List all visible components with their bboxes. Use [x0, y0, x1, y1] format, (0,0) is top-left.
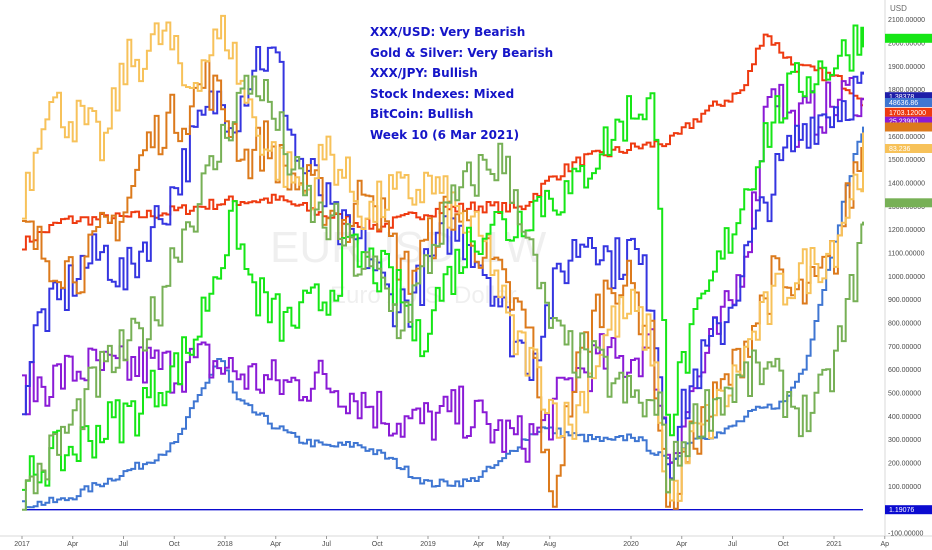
- y-tick-label: 1000.00000: [888, 274, 925, 281]
- last-value-text: 25.23900: [889, 119, 918, 126]
- x-tick-label: Jul: [728, 541, 737, 548]
- x-tick-label: Apr: [67, 541, 79, 548]
- note-gold-silver: Gold & Silver: Very Bearish: [370, 45, 554, 60]
- last-value-text: 1.38378: [889, 94, 914, 101]
- series-line-silver: [22, 77, 864, 464]
- series-line-olive_green: [22, 74, 864, 511]
- y-tick-label: 400.00000: [888, 414, 921, 421]
- x-tick-label: Apr: [676, 541, 688, 548]
- y-tick-label: 1900.00000: [888, 64, 925, 71]
- y-tick-label: 100.00000: [888, 484, 921, 491]
- last-value-text: 83.236: [889, 146, 911, 153]
- x-tick-label: Oct: [778, 541, 789, 548]
- y-tick-label: 200.00000: [888, 461, 921, 468]
- y-tick-label: -100.00000: [888, 531, 924, 538]
- y-tick-label: 600.00000: [888, 367, 921, 374]
- x-tick-label: May: [496, 541, 510, 548]
- last-value-badge: [885, 116, 932, 126]
- x-tick-label: 2021: [826, 541, 842, 548]
- note-xxx-usd: XXX/USD: Very Bearish: [370, 25, 526, 39]
- y-tick-label: 300.00000: [888, 437, 921, 444]
- y-tick-label: 2100.00000: [888, 17, 925, 24]
- note-bitcoin: BitCoin: Bullish: [370, 107, 474, 122]
- series-line-green: [22, 24, 864, 491]
- currency-label: USD: [890, 4, 907, 13]
- last-value-badge: [885, 122, 932, 132]
- last-value-text: 1703.12000: [889, 110, 926, 117]
- last-value-badge: [885, 33, 932, 43]
- price-axis[interactable]: 2100.00000 2000.00000 1900.00000 1800.00000…: [888, 17, 925, 537]
- x-tick-label: Aug: [544, 541, 557, 548]
- x-tick-label: Oct: [372, 541, 383, 548]
- last-value-badge: [885, 505, 932, 515]
- last-value-text: 1.19076: [889, 507, 914, 514]
- analysis-notes: XXX/USD: Very Bearish Gold & Silver: Ver…: [370, 22, 553, 146]
- y-tick-label: 1100.00000: [888, 251, 925, 258]
- note-stock-indexes: Stock Indexes: Mixed: [370, 86, 515, 101]
- x-tick-label: Ap: [880, 541, 889, 548]
- last-value-text: 48636.86: [889, 100, 918, 107]
- last-value-badge: [885, 98, 932, 107]
- x-tick-label: 2019: [420, 541, 436, 548]
- x-tick-label: 2017: [14, 541, 30, 548]
- last-value-badge: [885, 92, 932, 102]
- last-value-badge: [885, 144, 932, 153]
- y-tick-label: 1400.00000: [888, 181, 925, 188]
- x-tick-label: Apr: [270, 541, 282, 548]
- y-tick-label: 800.00000: [888, 321, 921, 328]
- x-tick-label: Oct: [169, 541, 180, 548]
- y-tick-label: 900.00000: [888, 297, 921, 304]
- x-tick-label: Apr: [473, 541, 485, 548]
- series-line-bitcoin: [22, 126, 864, 509]
- note-week: Week 10 (6 Mar 2021): [370, 127, 520, 142]
- last-value-badge: [885, 107, 932, 117]
- series-line-orange: [22, 60, 864, 510]
- x-tick-label: 2020: [623, 541, 639, 548]
- time-axis[interactable]: 2017 Apr Jul Oct 2018 Apr Jul Oct 2019 Apr May Aug 2…: [14, 536, 889, 548]
- y-tick-label: 500.00000: [888, 391, 921, 398]
- y-tick-label: 700.00000: [888, 344, 921, 351]
- y-tick-label: 1500.00000: [888, 157, 925, 164]
- y-tick-label: 1600.00000: [888, 134, 925, 141]
- y-tick-label: 1800.00000: [888, 87, 925, 94]
- last-value-badge: [885, 198, 932, 208]
- series-layer: [22, 14, 864, 511]
- y-tick-label: 2000.00000: [888, 41, 925, 48]
- y-tick-label: 1200.00000: [888, 227, 925, 234]
- x-tick-label: Jul: [119, 541, 128, 548]
- x-tick-label: 2018: [217, 541, 233, 548]
- note-xxx-jpy: XXX/JPY: Bullish: [370, 66, 478, 81]
- x-tick-label: Jul: [322, 541, 331, 548]
